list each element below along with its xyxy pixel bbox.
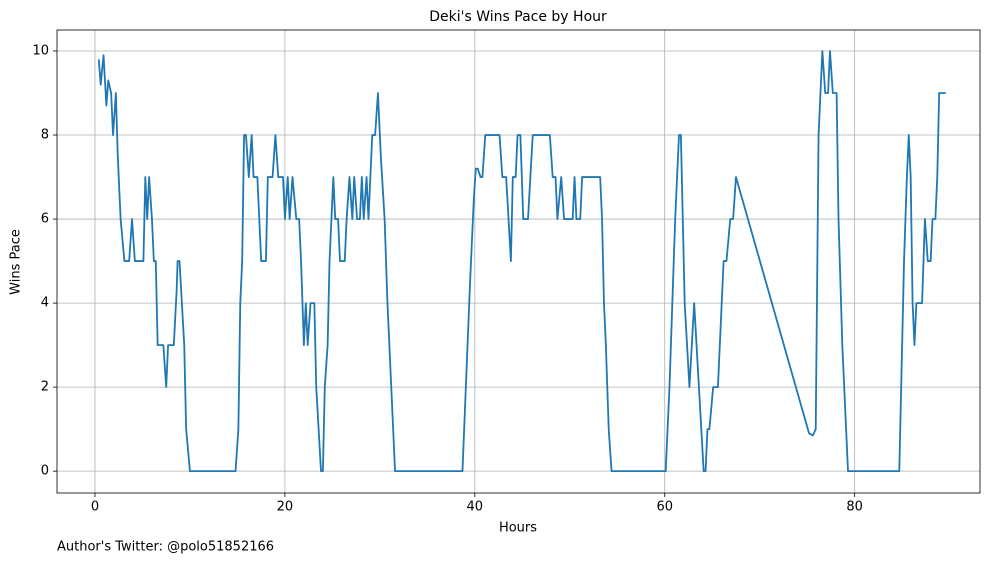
y-tick-label: 2 bbox=[41, 380, 49, 395]
y-tick-label: 0 bbox=[41, 464, 49, 479]
x-tick-label: 20 bbox=[277, 500, 294, 515]
x-tick-label: 40 bbox=[467, 500, 484, 515]
x-axis-label: Hours bbox=[499, 521, 537, 536]
y-tick-label: 6 bbox=[41, 212, 49, 227]
x-tick-label: 60 bbox=[656, 500, 673, 515]
y-tick-label: 10 bbox=[32, 44, 49, 59]
chart-title: Deki's Wins Pace by Hour bbox=[429, 9, 607, 25]
plot-frame bbox=[56, 29, 981, 494]
footnote: Author's Twitter: @polo51852166 bbox=[57, 540, 274, 555]
data-line bbox=[97, 50, 946, 473]
y-tick-label: 8 bbox=[41, 128, 49, 143]
x-tick-label: 80 bbox=[846, 500, 863, 515]
x-tick-label: 0 bbox=[91, 500, 99, 515]
y-tick-label: 4 bbox=[41, 296, 49, 311]
y-axis-label: Wins Pace bbox=[9, 229, 24, 295]
